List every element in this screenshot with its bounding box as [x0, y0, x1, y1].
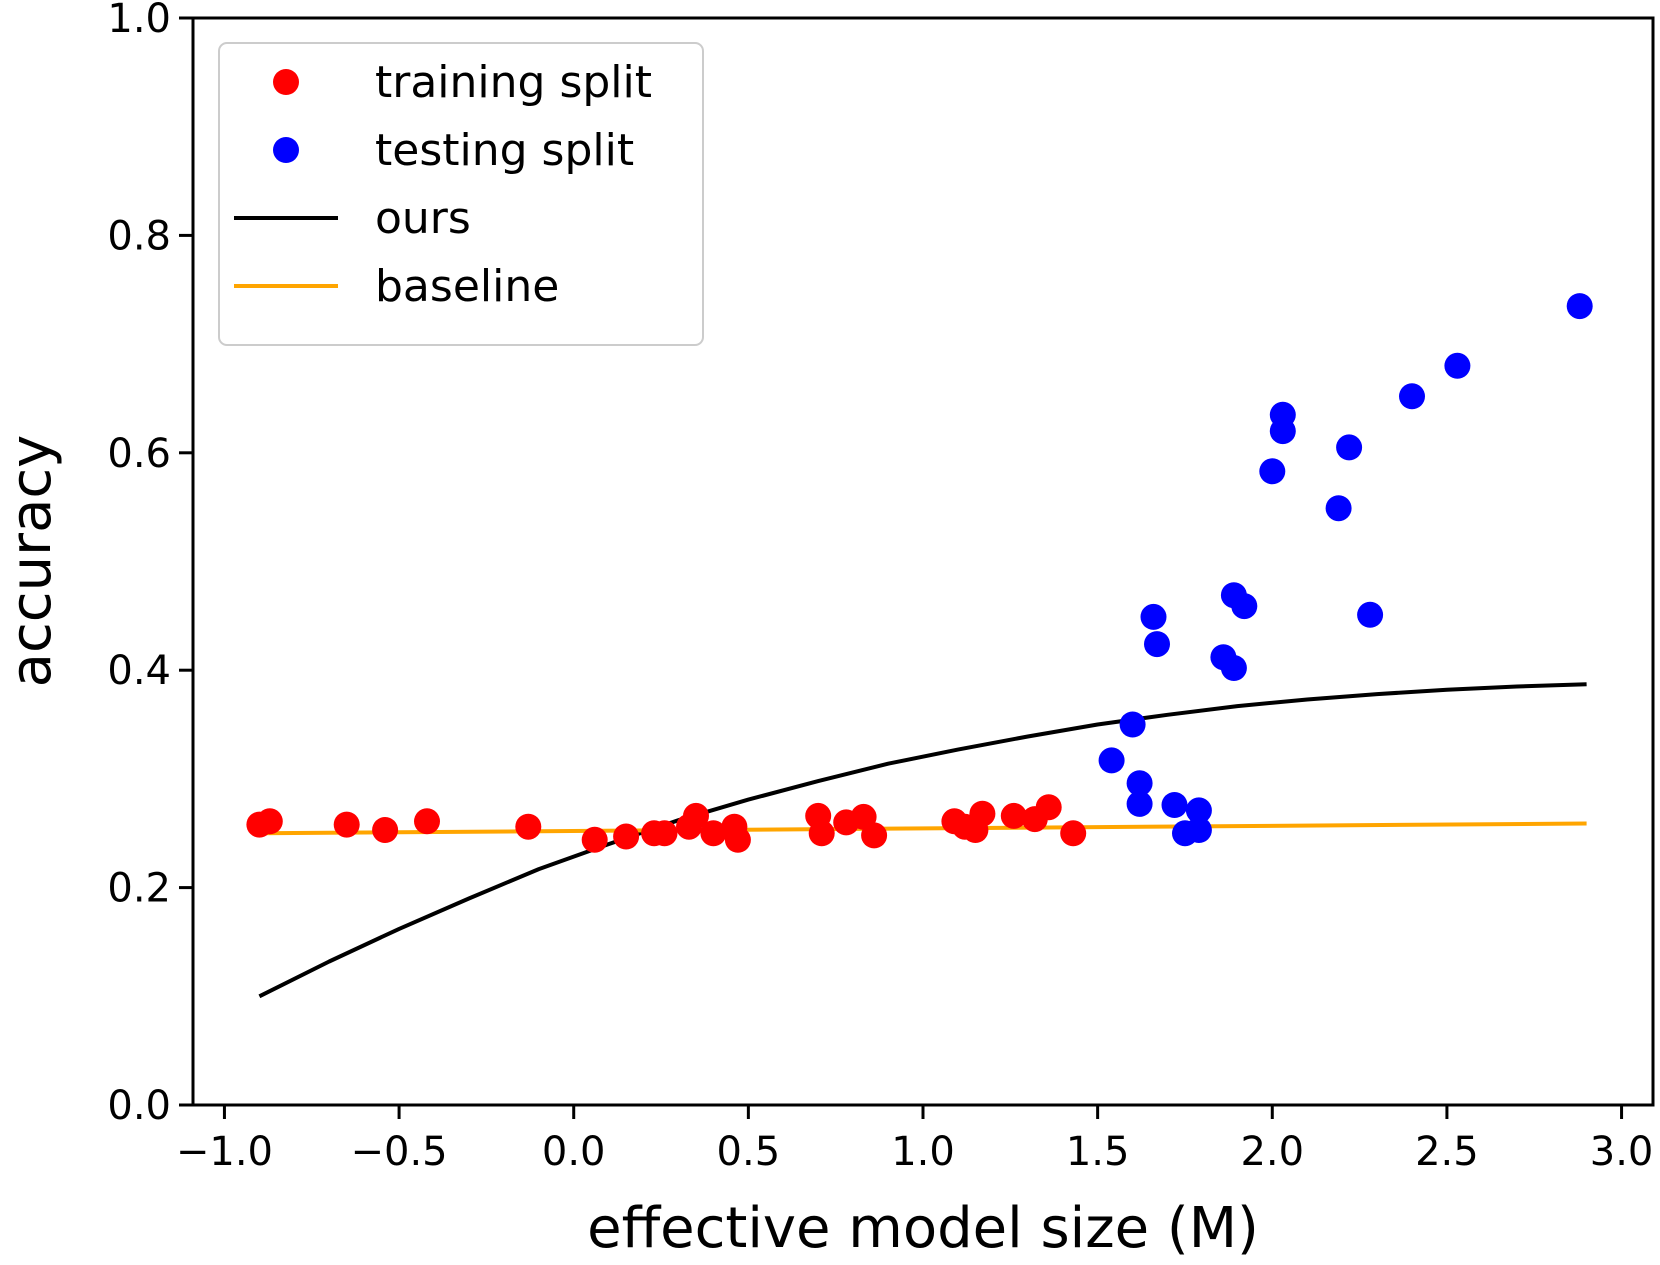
training-split-point: [724, 826, 751, 853]
training-split-point: [515, 813, 542, 840]
testing-split-point: [1220, 655, 1247, 681]
testing-split-point: [1269, 418, 1296, 445]
legend-ours-label: ours: [375, 193, 471, 244]
training-split-point: [808, 820, 835, 847]
testing-split-point: [1140, 603, 1167, 630]
series-lines: [258, 682, 1587, 999]
training-split-point: [1035, 794, 1062, 821]
y-tick-label: 0.6: [107, 431, 171, 477]
training-split-point: [700, 820, 727, 847]
y-axis-ticks: 0.0 0.2 0.4 0.6 0.8 1.0: [107, 0, 193, 1129]
x-tick-label: 0.0: [542, 1129, 606, 1175]
y-tick-label: 0.8: [107, 213, 171, 259]
testing-split-point: [1325, 495, 1352, 522]
x-tick-label: −0.5: [351, 1129, 448, 1175]
x-tick-label: 3.0: [1590, 1129, 1654, 1175]
y-tick-label: 0.2: [107, 866, 171, 912]
legend-testing-split-swatch: [273, 137, 299, 163]
legend-training-split-label: training split: [375, 57, 652, 108]
training-split-point: [683, 802, 709, 829]
x-tick-label: 2.5: [1415, 1129, 1479, 1175]
x-axis-title: effective model size (M): [587, 1196, 1259, 1261]
testing-split-point: [1119, 711, 1146, 738]
baseline-line: [259, 821, 1587, 836]
testing-split-point: [1336, 434, 1363, 461]
training-split-point: [414, 808, 440, 835]
legend-training-split-swatch: [273, 69, 299, 95]
testing-split-point: [1566, 293, 1593, 320]
testing-split-point: [1098, 747, 1125, 774]
x-tick-label: 1.5: [1066, 1129, 1130, 1175]
legend-baseline-label: baseline: [375, 261, 559, 312]
training-split-point: [1060, 820, 1087, 847]
training-split-point: [372, 817, 399, 843]
x-tick-label: 0.5: [717, 1129, 781, 1175]
testing-split-point: [1144, 631, 1170, 658]
testing-split-point: [1231, 593, 1258, 620]
legend-frame: [218, 42, 704, 346]
legend-testing-split-label: testing split: [375, 125, 634, 176]
testing-split-point: [1259, 458, 1286, 485]
y-axis-title: accuracy: [0, 435, 64, 688]
x-tick-label: 2.0: [1240, 1129, 1304, 1175]
testing-split-point: [1185, 797, 1212, 824]
training-split-point: [969, 800, 996, 827]
testing-split-point: [1399, 383, 1425, 410]
training-split-point: [581, 826, 608, 853]
testing-split-point: [1444, 352, 1471, 379]
series-points: [246, 293, 1593, 853]
testing-split-point: [1126, 770, 1153, 797]
testing-split-point: [1126, 790, 1153, 817]
plot-area-frame: [191, 16, 1655, 1107]
y-tick-label: 1.0: [107, 0, 171, 42]
x-axis-ticks: −1.0 −0.5 0.0 0.5 1.0 1.5 2.0 2.5 3.0: [176, 1105, 1654, 1175]
training-split-point: [1000, 802, 1027, 829]
x-tick-label: −1.0: [176, 1129, 273, 1175]
testing-split-point: [1185, 817, 1212, 843]
y-tick-label: 0.4: [107, 648, 171, 694]
testing-split-point: [1161, 792, 1188, 818]
training-split-point: [613, 823, 640, 850]
training-split-point: [333, 811, 360, 838]
training-split-point: [861, 822, 888, 849]
x-tick-label: 1.0: [891, 1129, 955, 1175]
ours-line: [258, 682, 1587, 999]
y-tick-label: 0.0: [107, 1083, 171, 1129]
testing-split-point: [1357, 601, 1384, 628]
legend: training split testing split ours baseline: [218, 42, 704, 346]
training-split-point: [256, 808, 283, 835]
training-split-point: [651, 820, 678, 847]
